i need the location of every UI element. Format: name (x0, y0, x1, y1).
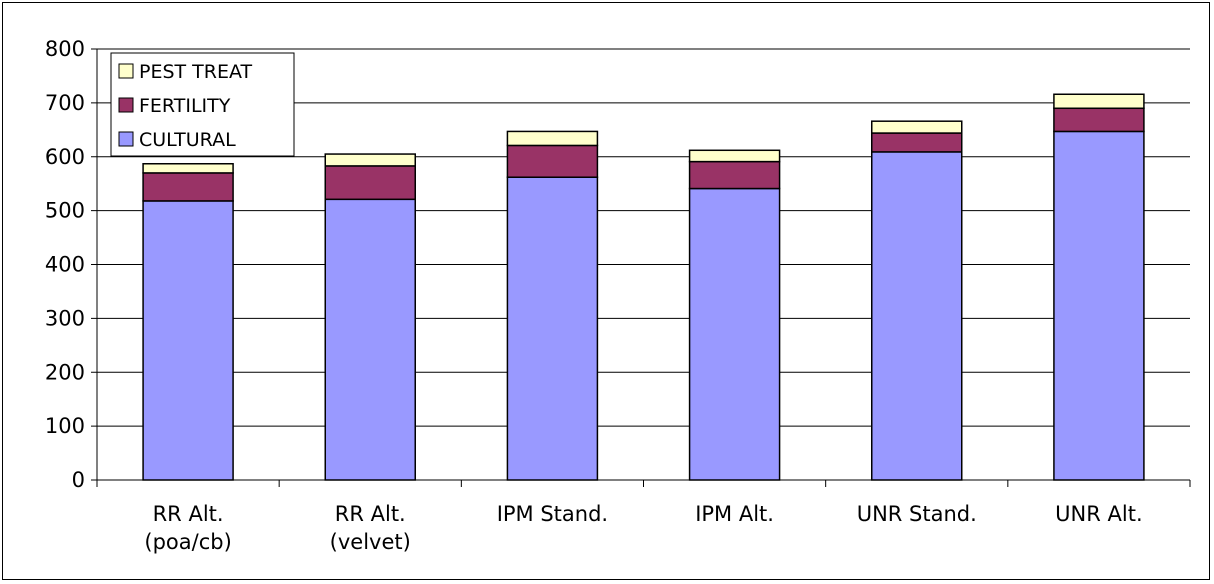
y-tick-label: 800 (45, 37, 85, 61)
legend-box (110, 52, 295, 157)
x-tick-label: (velvet) (330, 530, 411, 554)
y-tick-label: 600 (45, 145, 85, 169)
legend-label: FERTILITY (139, 95, 231, 117)
legend-swatch (118, 63, 134, 79)
bar-segment-fertility (1053, 107, 1145, 133)
bar-segment-cultural (142, 200, 234, 481)
bar-segment-cultural (871, 151, 963, 481)
x-tick-label: UNR Stand. (857, 502, 977, 526)
bar-segment-fertility (688, 160, 781, 190)
legend: PEST TREAT FERTILITY CULTURAL (110, 52, 295, 157)
legend-swatch (118, 131, 134, 147)
legend-label: CULTURAL (139, 129, 236, 151)
x-tick-label: (poa/cb) (144, 530, 231, 554)
bar-segment-cultural (324, 198, 416, 481)
y-tick-label: 500 (45, 199, 85, 223)
legend-swatch (118, 97, 134, 113)
x-tick-label: IPM Stand. (497, 502, 608, 526)
x-axis-ticks: RR Alt. (poa/cb) RR Alt. (velvet) IPM Stand.… (96, 480, 1191, 554)
x-tick-label: IPM Alt. (695, 502, 774, 526)
y-tick-label: 300 (45, 306, 85, 330)
bar-segment-pest-treat (688, 149, 781, 163)
x-tick-label: UNR Alt. (1055, 502, 1142, 526)
bar-segment-pest-treat (142, 163, 234, 174)
bar-segment-fertility (871, 132, 963, 153)
y-tick-label: 400 (45, 253, 85, 277)
bar-segment-pest-treat (871, 120, 963, 134)
bar-segment-pest-treat (324, 153, 416, 167)
bar-segment-pest-treat (506, 130, 599, 147)
bar-segment-fertility (506, 144, 599, 178)
x-tick-label: RR Alt. (335, 502, 406, 526)
y-tick-label: 100 (45, 414, 85, 438)
y-axis-ticks: 0 100 200 300 400 500 600 700 800 (45, 37, 97, 492)
bar-segment-pest-treat (1053, 93, 1145, 110)
bar-segment-cultural (506, 176, 599, 481)
legend-label: PEST TREAT (139, 61, 253, 83)
gridlines (97, 48, 1190, 427)
x-tick-label: RR Alt. (153, 502, 224, 526)
y-tick-label: 200 (45, 360, 85, 384)
y-tick-label: 0 (72, 468, 85, 492)
bar-segment-cultural (1053, 130, 1145, 481)
bar-segment-fertility (324, 165, 416, 201)
y-tick-label: 700 (45, 91, 85, 115)
bar-segment-fertility (142, 172, 234, 202)
bar-segment-cultural (688, 187, 781, 481)
bars (142, 93, 1145, 481)
